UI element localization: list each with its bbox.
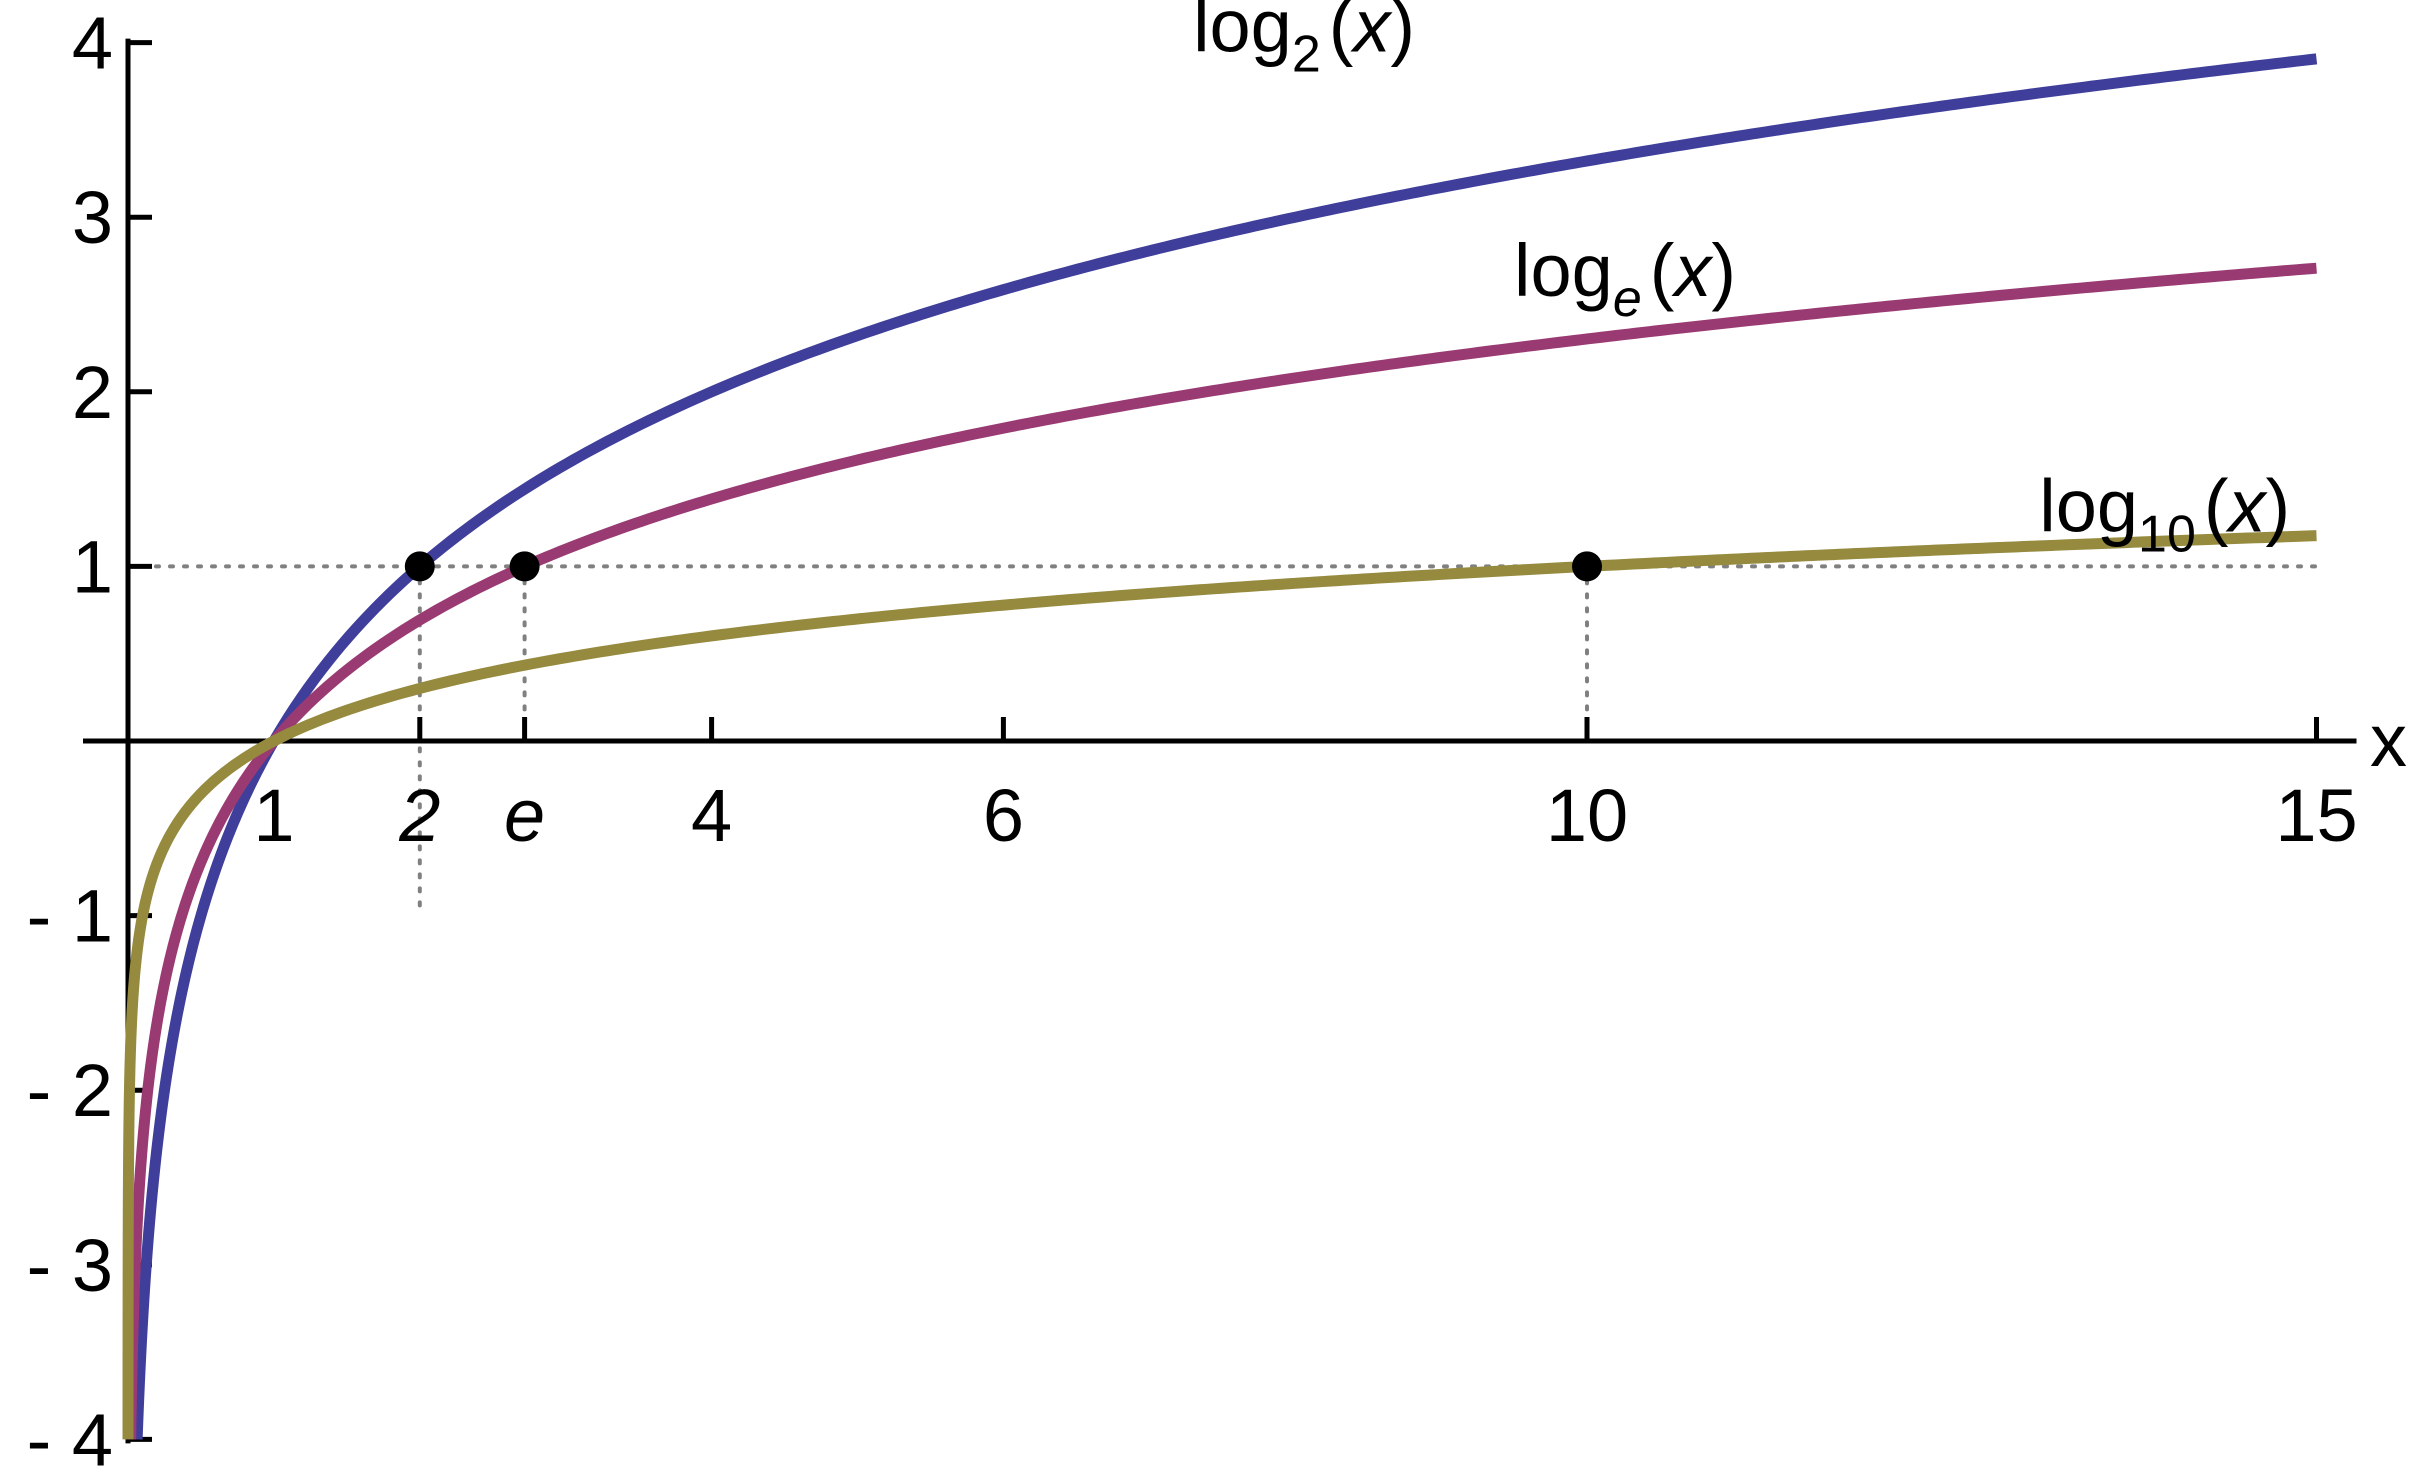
x-tick-label: 15 [2275,774,2357,857]
series-line-log2 [131,53,2318,1442]
y-tick-label: - 3 [27,1224,113,1307]
highlight-point [509,551,540,582]
series-label-log10: log10 (x) [2039,464,2290,563]
curves [122,53,2318,1442]
x-tick-label: 10 [1546,774,1628,857]
curve-labels: log2 (x)loge (x)log10 (x) [1193,0,2290,563]
series-label-subscript: 10 [2138,505,2196,563]
x-tick-label: 4 [691,774,732,857]
y-tick-label: - 1 [27,875,113,958]
series-label-arg: ( [1329,0,1354,67]
series-label-main: log [1193,0,1292,67]
y-tick-label: - 2 [27,1049,113,1132]
series-label-arg: ( [2204,464,2229,547]
series-label-subscript: 2 [1292,25,1321,83]
series-label-main: log [2039,464,2138,547]
y-tick-label: 4 [72,2,113,85]
series-label-arg: ( [1650,229,1675,312]
series-label-log2: log2 (x) [1193,0,1415,83]
y-tick-label: 2 [72,351,113,434]
x-axis-title: x [2370,699,2407,782]
x-tick-label: e [504,774,545,857]
series-label-close: ) [1711,229,1736,312]
highlight-point [1572,551,1602,582]
y-tick-label: 3 [72,176,113,259]
highlight-points [404,551,1602,582]
series-label-main: log [1514,229,1613,312]
series-label-loge: loge (x) [1514,229,1736,328]
series-label-variable: x [2226,464,2269,547]
highlight-point [404,551,435,582]
x-tick-label: 1 [253,774,294,857]
series-line-log10 [122,530,2317,1442]
series-label-variable: x [1350,0,1393,67]
series-label-subscript: e [1613,270,1642,328]
series-label-close: ) [1390,0,1415,67]
axes [83,38,2357,1444]
series-label-variable: x [1671,229,1714,312]
x-tick-label: 6 [983,774,1024,857]
x-tick-label: 2 [398,774,440,857]
series-line-loge [125,262,2317,1442]
y-tick-label: - 4 [27,1398,113,1478]
series-label-close: ) [2266,464,2291,547]
y-tick-label: 1 [72,525,113,608]
